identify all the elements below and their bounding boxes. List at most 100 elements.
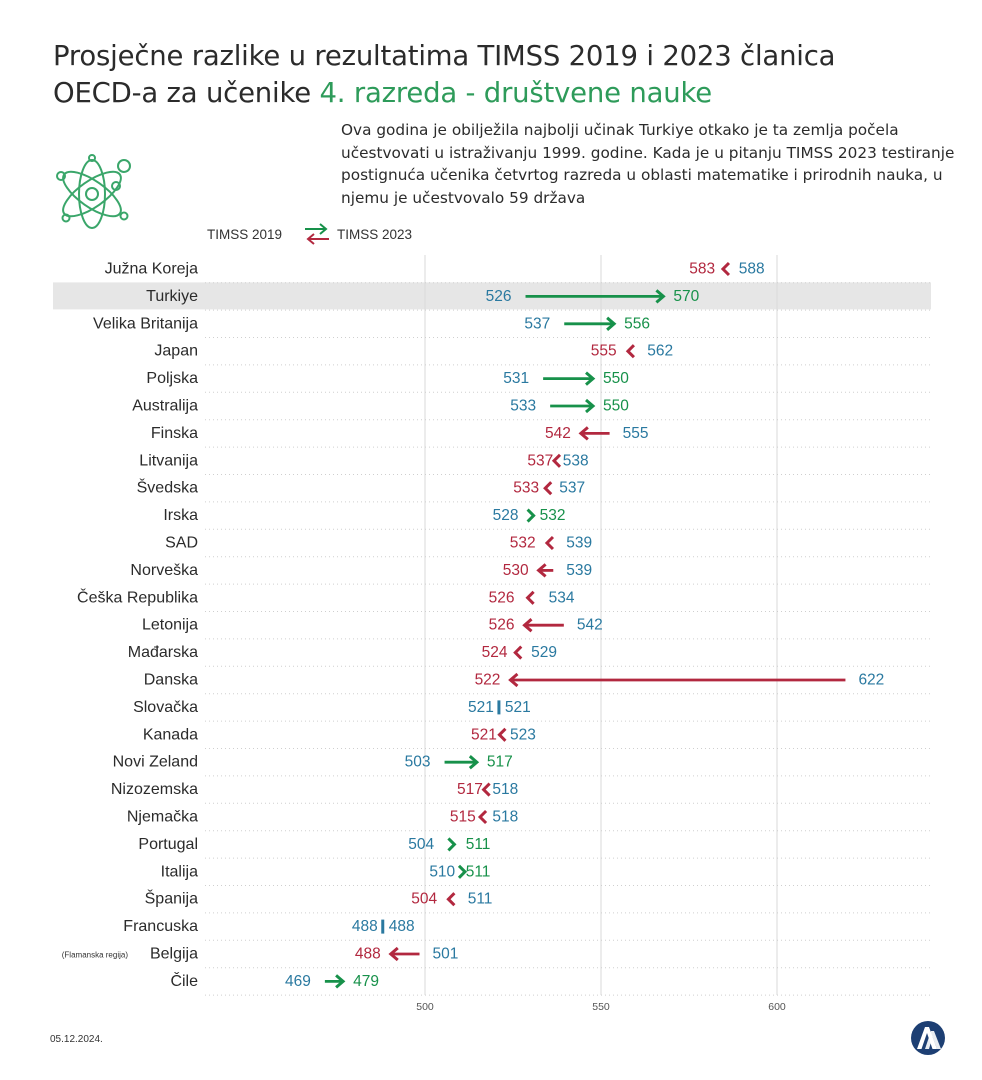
value-2023-label: 511 [466,863,491,880]
value-2019-label: 537 [559,480,585,497]
country-row: Češka Republika 534 526 [77,587,575,606]
change-arrowhead [543,481,553,496]
title-line-2-highlight: 4. razreda - društvene nauke [319,77,713,109]
country-label: Italija [161,863,198,880]
country-label: Nizozemska [111,781,198,798]
value-2023-label: 517 [487,754,513,771]
value-2019-label: 488 [352,918,378,935]
title-line-1: Prosječne razlike u rezultatima TIMSS 20… [53,40,836,72]
value-2019-label: 518 [492,781,518,798]
date-label: 05.12.2024. [50,1034,103,1045]
change-arrowhead [446,892,456,907]
value-2023-label: 526 [489,589,515,606]
value-2023-label: 583 [689,261,715,278]
country-label: Novi Zeland [113,754,198,771]
country-row: Mađarska 529 524 [128,644,557,661]
value-2019-label: 528 [493,507,519,524]
country-row: Francuska 488 488 [123,918,414,935]
country-label: Litvanija [139,452,198,469]
change-arrowhead [536,563,547,578]
value-2023-label: 504 [411,891,437,908]
country-label: Kanada [143,726,198,743]
country-row: Japan 562 555 [154,343,673,360]
value-2023-label: 521 [505,699,531,716]
country-row: Norveška 539 530 [130,562,592,579]
description-text: Ova godina je obilježila najbolji učinak… [341,121,955,207]
value-2019-label: 526 [486,288,512,305]
value-2019-label: 529 [531,644,557,661]
country-label: Čile [170,971,198,990]
value-2023-label: 515 [450,809,476,826]
country-note: (Flamanska regija) [62,951,129,960]
value-2023-label: 479 [353,973,379,990]
value-2019-label: 501 [433,946,459,963]
highlight-row [53,282,931,310]
country-label: Danska [144,672,198,689]
value-2023-label: 511 [466,836,491,853]
country-row: Turkiye 526 570 [146,288,700,305]
value-2019-label: 588 [739,261,765,278]
value-2023-label: 556 [624,315,650,332]
change-arrowhead [335,974,346,989]
change-arrowhead [513,645,523,660]
country-row: Nizozemska 518 517 [111,781,518,798]
value-2019-label: 533 [510,398,536,415]
country-row: Finska 555 542 [151,425,649,442]
country-label: Poljska [146,370,198,387]
chart-title: Prosječne razlike u rezultatima TIMSS 20… [53,38,953,112]
change-arrowhead [447,837,457,852]
country-row: Italija 510 511 [161,863,491,880]
value-2019-label: 521 [468,699,494,716]
country-label: Letonija [142,617,198,634]
country-row: Letonija 542 526 [142,617,603,634]
value-2023-label: 555 [591,343,617,360]
country-row: Njemačka 518 515 [127,809,518,826]
x-tick-label: 600 [768,1001,786,1013]
country-label: Švedska [137,478,198,497]
change-arrowhead [457,864,468,879]
value-2019-label: 538 [563,452,589,469]
change-arrowhead [551,453,562,468]
value-2023-label: 550 [603,398,629,415]
country-label: Belgija [150,946,198,963]
value-2023-label: 532 [540,507,566,524]
value-2019-label: 534 [549,589,575,606]
country-row: Čile 469 479 [170,971,379,990]
change-arrowhead [578,426,589,441]
value-2019-label: 503 [405,754,431,771]
change-arrowhead [522,618,533,633]
change-arrowhead [477,809,488,825]
country-row: Litvanija 538 537 [139,452,588,469]
country-label: Španija [145,889,198,908]
country-label: Južna Koreja [105,261,198,278]
value-2023-label: 537 [527,452,553,469]
value-2019-label: 523 [510,726,536,743]
change-arrowhead [525,590,535,605]
aa-logo-icon [911,1021,945,1055]
value-2023-label: 530 [503,562,529,579]
value-2019-label: 555 [623,425,649,442]
change-arrowhead [388,946,399,962]
change-arrowhead [497,727,507,742]
country-label: Finska [151,425,198,442]
value-2023-label: 521 [471,726,497,743]
country-label: Francuska [123,918,198,935]
change-arrowhead [508,672,519,688]
country-row: Velika Britanija 537 556 [93,315,650,332]
value-2023-label: 542 [545,425,571,442]
country-label: Australija [132,398,198,415]
country-row: Poljska 531 550 [146,370,629,387]
country-label: Norveška [130,562,198,579]
value-2023-label: 517 [457,781,483,798]
value-2019-label: 469 [285,973,311,990]
country-label: SAD [165,535,198,552]
country-label: Slovačka [133,699,198,716]
value-2019-label: 531 [503,370,529,387]
value-2019-label: 539 [566,535,592,552]
value-2023-label: 488 [355,946,381,963]
value-2023-label: 488 [389,918,415,935]
country-row: Švedska 537 533 [137,478,585,497]
value-2019-label: 518 [492,809,518,826]
x-tick-label: 500 [416,1001,434,1013]
country-row: SAD 539 532 [165,535,592,552]
